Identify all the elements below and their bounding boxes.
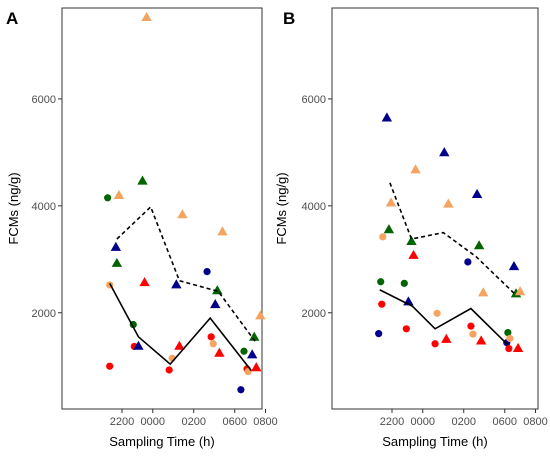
panel-a-ytick-label: 4000 — [32, 201, 56, 213]
panel-b-point-red-circle — [378, 300, 386, 308]
panel-b-point-red-circle — [467, 322, 475, 330]
panel-b-point-green-circle — [377, 278, 385, 286]
panel-a-xtick-label: 0800 — [253, 416, 277, 428]
panel-b-point-blue-triangle — [508, 261, 520, 271]
panel-b-y-axis-title: FCMs (ng/g) — [274, 172, 289, 244]
panel-a-y-axis-title: FCMs (ng/g) — [6, 172, 21, 244]
panel-b-point-blue-triangle — [439, 147, 450, 157]
panel-b-point-green-triangle — [473, 240, 485, 250]
panel-b-xtick-label: 2200 — [380, 416, 404, 428]
panel-a-point-red-triangle — [174, 340, 185, 350]
panel-b-point-red-circle — [505, 344, 513, 353]
panel-b-point-orange-triangle — [443, 198, 454, 208]
panel-a-ytick-label: 6000 — [32, 94, 56, 106]
panel-a-point-blue-triangle — [110, 241, 122, 251]
panel-b-solid-trend-line — [379, 289, 509, 346]
panel-b-point-orange-triangle — [514, 286, 526, 296]
panel-a-point-blue-triangle — [133, 340, 144, 350]
panel-a-xtick-label: 0000 — [141, 416, 165, 428]
panel-b-point-orange-circle — [506, 334, 514, 343]
panel-b-point-red-triangle — [441, 333, 452, 343]
panel-b-point-orange-circle — [379, 233, 387, 241]
panel-b-xtick-label: 0800 — [523, 416, 547, 428]
panel-b-point-orange-triangle — [385, 197, 397, 207]
panel-b-point-blue-circle — [464, 258, 472, 266]
panel-a-solid-trend-line — [108, 283, 252, 371]
panel-a-point-orange-triangle — [113, 189, 125, 200]
panel-a-point-green-circle — [240, 347, 248, 355]
panel-a-xtick-label: 0600 — [223, 416, 247, 428]
panel-a-point-green-triangle — [212, 285, 223, 295]
panel-a-point-green-triangle — [137, 175, 148, 185]
panel-a-letter: A — [6, 9, 18, 28]
panel-b-point-orange-circle — [469, 330, 477, 338]
panel-a-point-red-circle — [106, 362, 114, 370]
panel-b-point-blue-triangle — [471, 188, 483, 198]
panel-a-point-blue-circle — [203, 267, 211, 276]
panel-a-point-green-triangle — [111, 257, 123, 267]
panel-b-letter: B — [283, 9, 295, 28]
panel-b-point-red-triangle — [512, 342, 524, 352]
panel-b-point-green-circle — [504, 328, 512, 337]
panel-b-ytick-label: 4000 — [302, 201, 326, 213]
panel-b-point-blue-triangle — [381, 112, 393, 122]
panel-b-xtick-label: 0200 — [452, 416, 476, 428]
panel-a-point-red-triangle — [251, 362, 262, 372]
panel-b-point-orange-circle — [433, 309, 441, 317]
panel-b-point-blue-circle — [375, 330, 383, 338]
panel-b-point-red-triangle — [475, 335, 487, 345]
panel-b-plot-frame — [331, 7, 539, 410]
panel-a-xtick-label: 2200 — [110, 416, 134, 428]
panel-a-point-red-circle — [207, 333, 215, 341]
panel-b-point-red-circle — [431, 340, 439, 348]
panel-a-dashed-trend-line — [116, 205, 256, 343]
panel-a-point-orange-triangle — [255, 310, 266, 320]
panel-b-xtick-label: 0600 — [493, 416, 517, 428]
panel-a-point-blue-circle — [237, 386, 245, 394]
panel-b-ytick-label: 2000 — [302, 308, 326, 320]
panel-a-point-orange-circle — [209, 340, 217, 348]
panel-a-point-green-triangle — [249, 331, 260, 341]
panel-a-point-orange-triangle — [177, 209, 188, 219]
panel-b-point-red-circle — [402, 325, 410, 333]
panel-b-point-orange-triangle — [410, 164, 421, 174]
panel-a-point-red-triangle — [139, 277, 150, 287]
panel-a-plot-frame — [61, 7, 263, 410]
panel-b-ytick-label: 6000 — [302, 94, 326, 106]
panel-b-x-axis-title: Sampling Time (h) — [382, 434, 487, 449]
panel-a-point-blue-triangle — [210, 299, 221, 309]
panel-b-point-green-circle — [400, 279, 408, 287]
panel-b-dashed-trend-line — [389, 182, 517, 296]
panel-a-point-blue-triangle — [246, 349, 258, 359]
panel-a-point-orange-triangle — [217, 226, 228, 236]
panel-a-point-orange-triangle — [141, 11, 152, 21]
panel-b-xtick-label: 0000 — [411, 416, 435, 428]
panel-a-point-blue-triangle — [171, 279, 182, 289]
panel-a-ytick-label: 2000 — [32, 308, 56, 320]
panel-b-point-green-triangle — [383, 224, 395, 234]
panel-a-x-axis-title: Sampling Time (h) — [109, 434, 214, 449]
panel-a-xtick-label: 0200 — [182, 416, 206, 428]
panel-a-point-red-triangle — [214, 347, 225, 357]
panel-b-point-green-triangle — [406, 235, 417, 246]
panel-a-point-red-circle — [165, 366, 173, 374]
panel-b-point-red-triangle — [408, 249, 419, 259]
panel-a-point-green-circle — [104, 194, 112, 202]
panel-b-point-orange-triangle — [478, 287, 489, 297]
